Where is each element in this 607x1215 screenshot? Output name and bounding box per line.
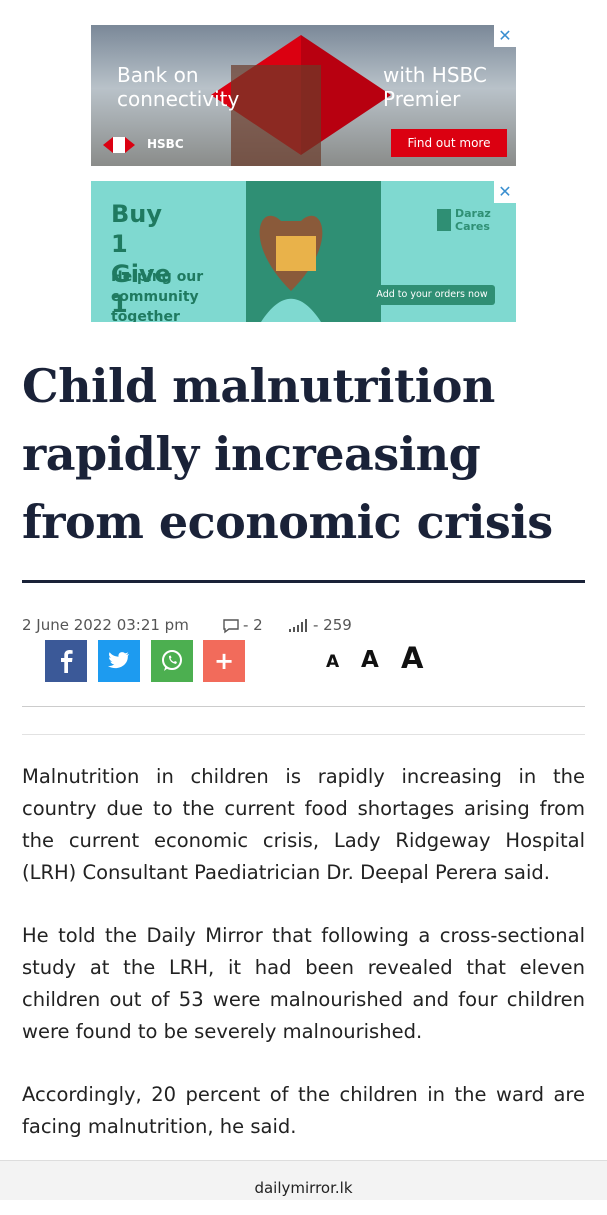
close-ad[interactable]: ✕ bbox=[494, 181, 516, 203]
article-title: Child malnutrition rapidly increasing fr… bbox=[22, 359, 553, 549]
ad-brand: HSBC bbox=[147, 137, 184, 151]
title-rule bbox=[22, 580, 585, 583]
share-twitter[interactable] bbox=[98, 640, 140, 682]
comment-icon bbox=[223, 619, 239, 634]
share-facebook[interactable] bbox=[45, 640, 87, 682]
views-icon bbox=[289, 619, 307, 632]
ad-banner[interactable]: Bank on connectivity with HSBC Premier H… bbox=[91, 25, 516, 166]
ad-tagline: Helping our community together bbox=[111, 269, 204, 322]
article-paragraph: Malnutrition in children is rapidly incr… bbox=[22, 765, 585, 884]
article-paragraph: Accordingly, 20 percent of the children … bbox=[22, 1083, 585, 1138]
ad-headline: Bank on connectivity bbox=[117, 63, 240, 111]
share-more[interactable]: + bbox=[203, 640, 245, 682]
ad-graphic bbox=[246, 181, 451, 322]
share-whatsapp[interactable] bbox=[151, 640, 193, 682]
article-date: 2 June 2022 03:21 pm bbox=[22, 616, 189, 634]
divider bbox=[22, 706, 585, 707]
ad-graphic bbox=[103, 35, 507, 166]
close-ad[interactable]: ✕ bbox=[494, 25, 516, 47]
comment-count[interactable]: - 2 bbox=[243, 616, 263, 634]
ad-banner[interactable]: Buy 1 Give 1 Helping our community toget… bbox=[91, 181, 516, 322]
font-size-medium[interactable]: A bbox=[361, 647, 379, 673]
ad-cta[interactable]: Add to your orders now bbox=[369, 285, 495, 305]
site-domain: dailymirror.lk bbox=[254, 1179, 353, 1197]
url-bar[interactable]: dailymirror.lk bbox=[0, 1160, 607, 1200]
ad-cta[interactable]: Find out more bbox=[407, 136, 491, 150]
font-size-large[interactable]: A bbox=[401, 641, 424, 675]
font-size-small[interactable]: A bbox=[326, 652, 340, 672]
ad-brand: Daraz Cares bbox=[455, 207, 491, 233]
divider bbox=[22, 734, 585, 735]
view-count: - 259 bbox=[313, 616, 352, 634]
ad-headline: Buy 1 Give 1 bbox=[111, 200, 171, 318]
ad-tagline: with HSBC Premier bbox=[383, 63, 487, 111]
article-paragraph: He told the Daily Mirror that following … bbox=[22, 924, 585, 1043]
